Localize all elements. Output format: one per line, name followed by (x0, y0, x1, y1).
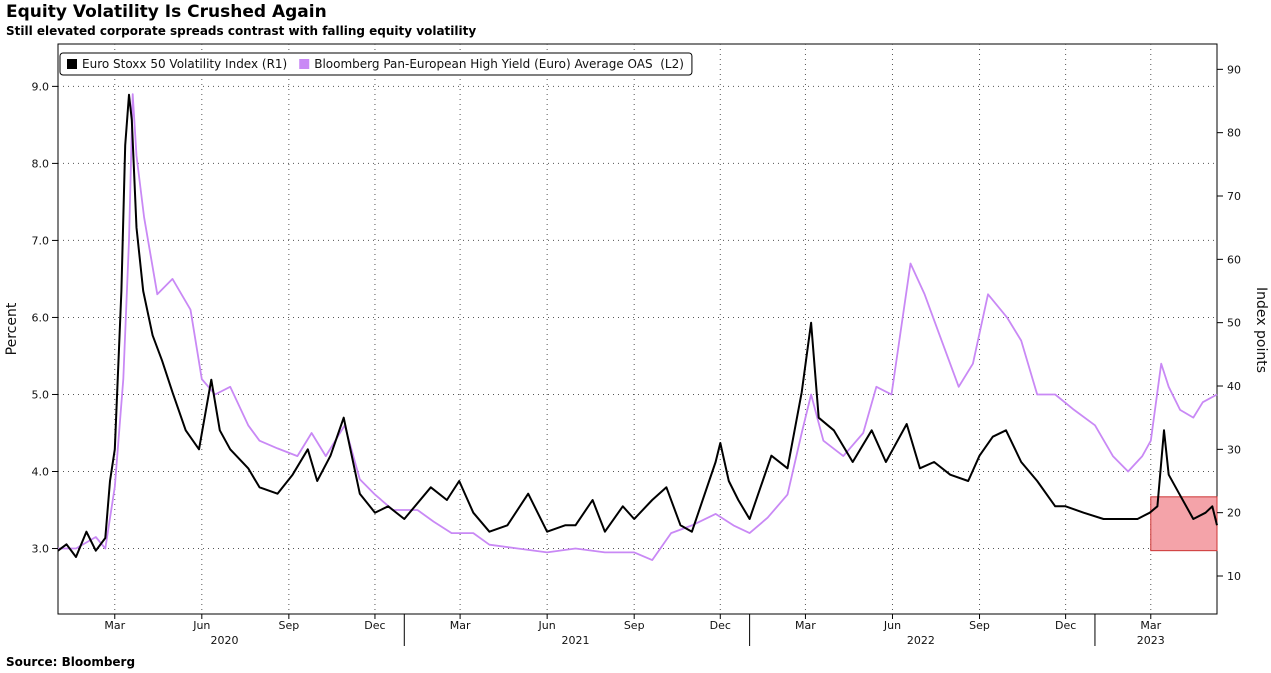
x-year-label: 2023 (1137, 634, 1165, 647)
right-tick-label: 10 (1227, 570, 1241, 583)
x-tick-label: Sep (278, 619, 299, 632)
x-axis: Mar Jun Sep Dec Mar Jun Sep Dec Mar Jun Sep Dec Mar 2… (104, 614, 1165, 647)
x-year-label: 2021 (562, 634, 590, 647)
legend-swatch-high-yield-oas (299, 59, 310, 69)
legend: Euro Stoxx 50 Volatility Index (R1) Bloo… (59, 52, 693, 76)
left-tick-label: 9.0 (32, 80, 50, 93)
legend-swatch-volatility (67, 59, 77, 69)
gridlines (58, 44, 1217, 614)
left-tick-label: 6.0 (32, 311, 50, 324)
x-tick-label: Dec (364, 619, 385, 632)
x-tick-label: Jun (192, 619, 210, 632)
left-tick-label: 5.0 (32, 388, 50, 401)
x-tick-label: Jun (883, 619, 901, 632)
plot-area (57, 43, 1218, 615)
right-axis-label: Index points (1253, 287, 1269, 373)
legend-label-high-yield-oas: Bloomberg Pan-European High Yield (Euro)… (314, 57, 684, 71)
x-tick-label: Dec (1055, 619, 1076, 632)
x-tick-label: Mar (450, 619, 471, 632)
left-axis-label: Percent (4, 302, 20, 355)
series-layer (57, 93, 1218, 561)
chart-subtitle: Still elevated corporate spreads contras… (6, 24, 477, 38)
series-line-high-yield-oas (58, 93, 1218, 561)
right-tick-label: 80 (1227, 127, 1241, 140)
left-axis: 3.0 4.0 5.0 6.0 7.0 8.0 9.0 (32, 80, 58, 556)
right-tick-label: 50 (1227, 317, 1241, 330)
source-note: Source: Bloomberg (6, 655, 136, 669)
legend-box (59, 52, 693, 76)
x-tick-label: Mar (795, 619, 816, 632)
series-line-volatility (57, 93, 1218, 558)
right-axis: 10 20 30 40 50 60 70 80 90 (1217, 63, 1241, 583)
left-tick-label: 8.0 (32, 157, 50, 170)
right-tick-label: 70 (1227, 190, 1241, 203)
left-tick-label: 7.0 (32, 234, 50, 247)
x-tick-label: Mar (104, 619, 125, 632)
right-tick-label: 90 (1227, 63, 1241, 76)
left-tick-label: 4.0 (32, 466, 50, 479)
highlight-layer (1150, 496, 1218, 552)
x-year-label: 2022 (907, 634, 935, 647)
right-tick-label: 20 (1227, 507, 1241, 520)
right-tick-label: 40 (1227, 380, 1241, 393)
x-tick-label: Jun (538, 619, 556, 632)
left-tick-label: 3.0 (32, 543, 50, 556)
legend-label-volatility: Euro Stoxx 50 Volatility Index (R1) (82, 57, 287, 71)
x-tick-label: Mar (1140, 619, 1161, 632)
x-tick-label: Dec (710, 619, 731, 632)
chart-title: Equity Volatility Is Crushed Again (6, 2, 327, 22)
right-tick-label: 30 (1227, 443, 1241, 456)
right-tick-label: 60 (1227, 253, 1241, 266)
x-tick-label: Sep (969, 619, 990, 632)
x-year-label: 2020 (211, 634, 239, 647)
x-tick-label: Sep (624, 619, 645, 632)
highlight-box (1150, 496, 1218, 552)
